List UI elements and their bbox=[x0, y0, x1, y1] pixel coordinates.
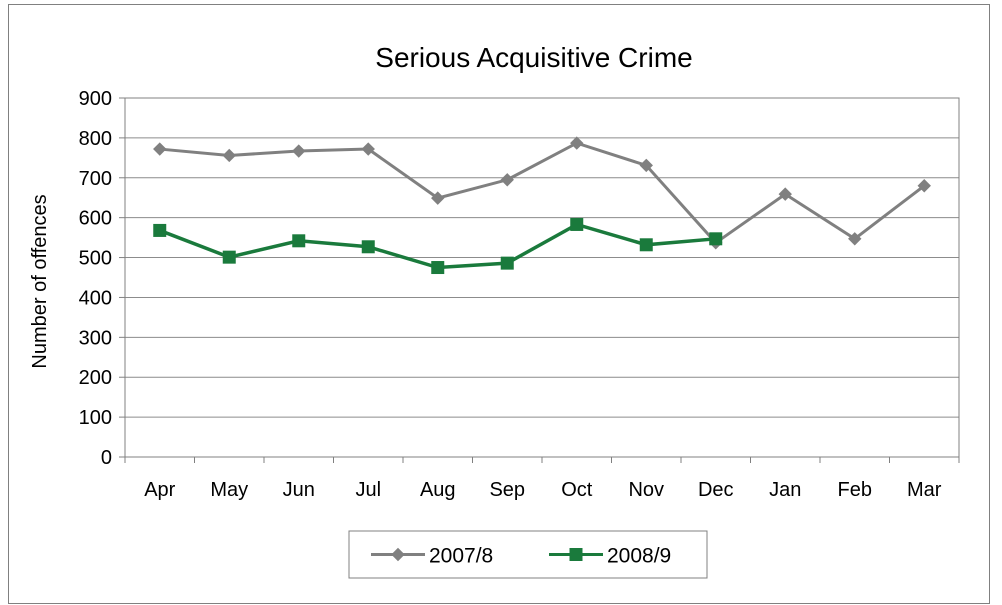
y-tick-label: 200 bbox=[79, 367, 112, 389]
data-point bbox=[570, 136, 584, 150]
data-point bbox=[500, 173, 514, 187]
plot-area bbox=[124, 97, 960, 458]
data-point bbox=[222, 250, 236, 264]
y-tick-label: 700 bbox=[79, 168, 112, 190]
chart-frame: Serious Acquisitive Crime Number of offe… bbox=[8, 4, 990, 604]
axes: 0 100 200 300 400 500 600 700 800 900 Apr May Jun Jul… bbox=[79, 88, 960, 501]
y-tick-label: 0 bbox=[101, 447, 112, 469]
x-tick-label: Apr bbox=[144, 479, 175, 501]
y-tick-label: 100 bbox=[79, 407, 112, 429]
x-tick-label: Mar bbox=[907, 479, 942, 501]
x-tick-label: Feb bbox=[838, 479, 872, 501]
y-tick-label: 500 bbox=[79, 248, 112, 270]
x-tick-label: Sep bbox=[489, 479, 525, 501]
data-point bbox=[639, 238, 653, 252]
y-axis-title: Number of offences bbox=[29, 194, 51, 368]
x-tick-label: Jun bbox=[283, 479, 315, 501]
y-tick-label: 600 bbox=[79, 208, 112, 230]
x-tick-label: Dec bbox=[698, 479, 734, 501]
gridlines bbox=[125, 97, 959, 418]
y-tick-label: 300 bbox=[79, 327, 112, 349]
data-point bbox=[292, 144, 306, 158]
legend-label: 2007/8 bbox=[429, 545, 493, 568]
x-tick-label: May bbox=[210, 479, 248, 501]
legend-marker bbox=[569, 548, 583, 561]
legend: 2007/8 2008/9 bbox=[348, 530, 708, 579]
data-point bbox=[500, 256, 514, 270]
data-point bbox=[361, 240, 375, 254]
data-point bbox=[431, 191, 445, 205]
data-point bbox=[153, 142, 167, 156]
x-tick-label: Nov bbox=[628, 479, 664, 501]
data-point bbox=[431, 261, 445, 275]
data-point bbox=[153, 223, 167, 237]
series-line bbox=[159, 141, 926, 245]
x-tick-label: Jan bbox=[769, 479, 801, 501]
x-tick-label: Aug bbox=[420, 479, 456, 501]
line-chart: Serious Acquisitive Crime Number of offe… bbox=[29, 42, 960, 579]
data-point bbox=[639, 158, 653, 173]
data-point bbox=[361, 142, 375, 156]
x-tick-label: Oct bbox=[561, 479, 593, 501]
y-tick-label: 900 bbox=[79, 88, 112, 110]
y-tick-label: 800 bbox=[79, 128, 112, 150]
data-point bbox=[778, 187, 792, 201]
data-point bbox=[917, 179, 931, 193]
data-point bbox=[848, 232, 862, 246]
chart-title: Serious Acquisitive Crime bbox=[375, 42, 692, 73]
data-point bbox=[292, 234, 306, 248]
series-group bbox=[153, 136, 931, 275]
y-tick-label: 400 bbox=[79, 287, 112, 309]
series-2007-8 bbox=[153, 136, 931, 250]
data-point bbox=[709, 232, 723, 246]
data-point bbox=[570, 217, 584, 231]
x-tick-label: Jul bbox=[355, 479, 381, 501]
series-2008-9 bbox=[153, 217, 723, 275]
legend-label: 2008/9 bbox=[607, 545, 671, 568]
data-point bbox=[222, 148, 236, 163]
legend-marker bbox=[391, 547, 405, 562]
